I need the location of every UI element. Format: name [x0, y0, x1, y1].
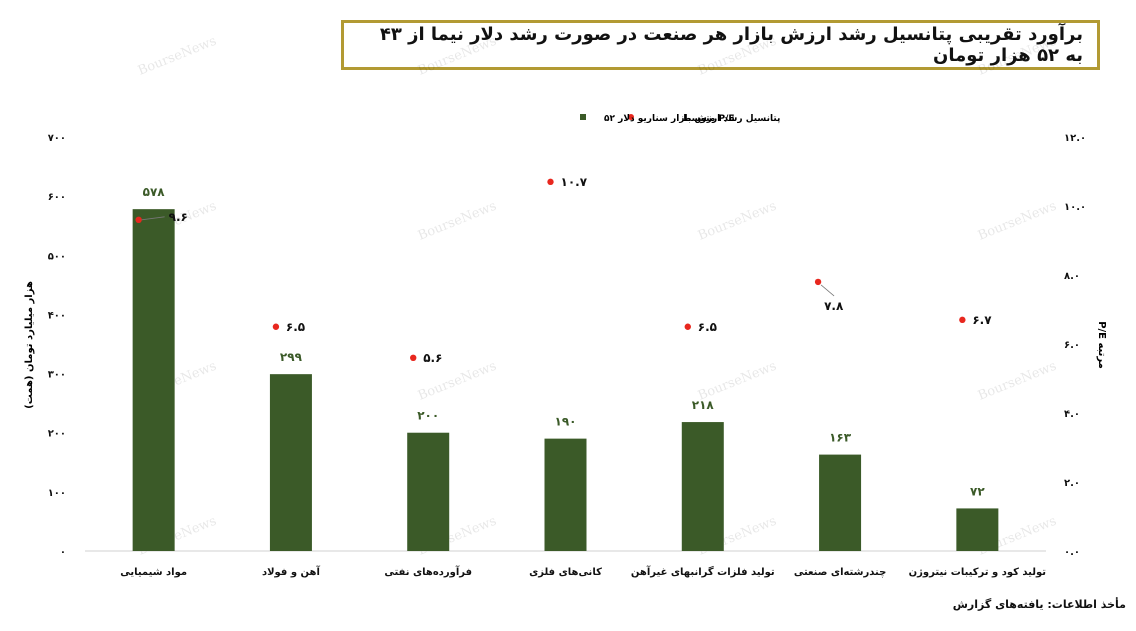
- watermark-text: BourseNews: [696, 199, 779, 244]
- pe-value-label: ۹.۶: [169, 210, 188, 224]
- chart-legend: P/E متوسط پتانسیل رشد ارزش بازار سناریو …: [580, 114, 780, 124]
- watermark-text: BourseNews: [976, 359, 1059, 404]
- source-note: مأخذ اطلاعات: یافته‌های گزارش: [952, 598, 1126, 611]
- legend-pe-marker: [628, 114, 634, 120]
- watermark-text: BourseNews: [976, 34, 1059, 79]
- bar-value-label: ۷۲: [970, 484, 985, 498]
- pe-value-label: ۷.۸: [824, 299, 844, 313]
- bar-value-label: ۲۹۹: [280, 350, 303, 364]
- watermark-text: BourseNews: [696, 34, 779, 79]
- category-label: فرآورده‌های نفتی: [384, 565, 472, 578]
- left-tick-label: ۰: [60, 547, 66, 558]
- bar-value-label: ۲۰۰: [417, 409, 439, 423]
- watermark-text: BourseNews: [416, 199, 499, 244]
- right-tick-label: ۶.۰: [1064, 340, 1080, 351]
- category-label: چندرشته‌ای صنعتی: [794, 567, 886, 578]
- left-tick-label: ۶۰۰: [48, 192, 66, 203]
- bar: [407, 432, 450, 551]
- pe-value-label: ۶.۷: [972, 313, 992, 327]
- bar-value-label: ۱۶۳: [829, 431, 852, 445]
- left-tick-label: ۲۰۰: [48, 429, 66, 440]
- pe-point: [135, 216, 142, 223]
- watermark-text: BourseNews: [696, 359, 779, 404]
- pe-point: [959, 316, 966, 324]
- chart-title-box: برآورد تقریبی پتانسیل رشد ارزش بازار هر …: [341, 20, 1100, 70]
- right-tick-label: ۱۲.۰: [1064, 133, 1086, 144]
- watermark-text: BourseNews: [976, 199, 1059, 244]
- pe-value-label: ۶.۵: [698, 320, 717, 334]
- bar-value-label: ۵۷۸: [143, 185, 166, 199]
- watermark-text: BourseNews: [136, 34, 219, 79]
- category-labels: مواد شیمیایی آهن و فولاد فرآورده‌های نفتی ک…: [120, 565, 1046, 578]
- watermark-text: BourseNews: [416, 34, 499, 79]
- chart-title: برآورد تقریبی پتانسیل رشد ارزش بازار هر …: [379, 24, 1083, 66]
- category-label: آهن و فولاد: [262, 565, 321, 578]
- pe-value-label: ۵.۶: [423, 351, 442, 365]
- pe-point: [272, 323, 280, 330]
- right-tick-label: ۱۰.۰: [1064, 202, 1086, 213]
- left-tick-label: ۷۰۰: [48, 133, 66, 144]
- left-tick-label: ۱۰۰: [48, 488, 66, 499]
- pe-point: [814, 278, 822, 286]
- bar: [132, 209, 175, 551]
- right-tick-label: ۰.۰: [1064, 547, 1080, 558]
- pe-leader-line: [141, 216, 165, 221]
- left-axis: ۰ ۱۰۰ ۲۰۰ ۳۰۰ ۴۰۰ ۵۰۰ ۶۰۰ ۷۰۰: [48, 133, 66, 558]
- category-label: تولید فلزات گرانبهای غیرآهن: [631, 565, 775, 578]
- bar: [269, 374, 312, 551]
- bar-value-label: ۲۱۸: [692, 398, 715, 412]
- bar-series: ۵۷۸ ۲۹۹ ۲۰۰ ۱۹۰ ۲۱۸ ۱۶۳ ۷۲: [132, 185, 999, 551]
- pe-point: [410, 354, 417, 361]
- bar-value-label: ۱۹۰: [555, 415, 577, 429]
- pe-value-label: ۱۰.۷: [561, 175, 588, 189]
- pe-series: ۹.۶ ۶.۵ ۵.۶ ۱۰.۷ ۶.۵ ۷.۸ ۶.۷: [135, 175, 992, 365]
- pe-value-label: ۶.۵: [286, 320, 305, 334]
- legend-bar-label: پتانسیل رشد ارزش بازار سناریو دلار ۵۲: [604, 114, 780, 124]
- right-axis: ۰.۰ ۲.۰ ۴.۰ ۶.۰ ۸.۰ ۱۰.۰ ۱۲.۰: [1064, 133, 1086, 558]
- category-label: تولید کود و ترکیبات نیتروژن: [909, 567, 1047, 578]
- right-tick-label: ۲.۰: [1064, 478, 1080, 489]
- left-axis-title: هزار میلیارد تومان (همت): [24, 281, 35, 409]
- pe-leader-line: [820, 284, 835, 297]
- right-tick-label: ۴.۰: [1064, 409, 1080, 420]
- right-axis-title: مرتبه P/E: [1096, 321, 1107, 369]
- legend-pe-label: P/E متوسط: [682, 114, 735, 124]
- bar: [819, 454, 862, 551]
- left-tick-label: ۵۰۰: [48, 251, 66, 262]
- category-label: مواد شیمیایی: [120, 567, 187, 578]
- left-tick-label: ۴۰۰: [48, 310, 66, 321]
- bar: [956, 508, 999, 551]
- pe-point: [684, 323, 691, 330]
- right-tick-label: ۸.۰: [1064, 271, 1080, 282]
- bar: [681, 422, 724, 551]
- left-tick-label: ۳۰۰: [48, 370, 66, 381]
- bar: [544, 438, 587, 551]
- legend-bar-marker: [580, 114, 586, 120]
- watermark-text: BourseNews: [416, 359, 499, 404]
- pe-point: [547, 178, 554, 186]
- category-label: کانی‌های فلزی: [529, 567, 602, 578]
